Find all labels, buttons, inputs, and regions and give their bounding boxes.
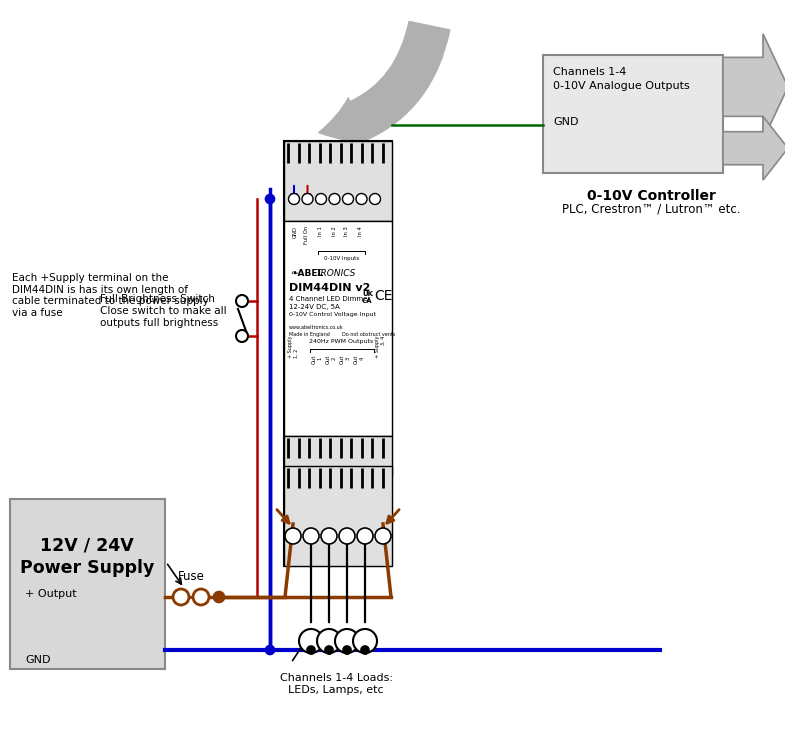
Circle shape — [302, 193, 313, 205]
Bar — [284, 436, 392, 476]
Text: GND: GND — [293, 226, 298, 238]
Circle shape — [193, 589, 209, 605]
Circle shape — [307, 646, 315, 654]
Circle shape — [339, 528, 355, 544]
Text: 0-10V Control Voltage Input: 0-10V Control Voltage Input — [289, 312, 376, 317]
Circle shape — [299, 629, 323, 653]
Text: 240Hz PWM Outputs: 240Hz PWM Outputs — [309, 339, 373, 344]
Bar — [10, 499, 165, 669]
Text: Out
2: Out 2 — [326, 354, 337, 364]
Polygon shape — [723, 34, 785, 140]
Text: Channels 1-4 Loads:
LEDs, Lamps, etc: Channels 1-4 Loads: LEDs, Lamps, etc — [279, 673, 392, 694]
Circle shape — [325, 646, 333, 654]
Circle shape — [236, 295, 248, 307]
Text: 12-24V DC, 5A: 12-24V DC, 5A — [289, 304, 340, 310]
Circle shape — [289, 193, 300, 205]
Circle shape — [236, 330, 248, 342]
Circle shape — [335, 629, 359, 653]
Text: Out
1: Out 1 — [312, 354, 323, 364]
Text: In 3: In 3 — [345, 226, 349, 236]
Circle shape — [370, 193, 381, 205]
Text: 0-10V Analogue Outputs: 0-10V Analogue Outputs — [553, 81, 690, 91]
Circle shape — [321, 528, 337, 544]
Text: 0-10V Controller: 0-10V Controller — [586, 189, 715, 203]
Text: Channels 1-4: Channels 1-4 — [553, 67, 626, 77]
Circle shape — [214, 591, 225, 602]
Text: Do not obstruct vents: Do not obstruct vents — [342, 332, 396, 337]
Circle shape — [317, 629, 341, 653]
Text: ❧ABEL: ❧ABEL — [290, 269, 323, 278]
Text: Out
4: Out 4 — [353, 354, 364, 364]
Circle shape — [265, 194, 275, 204]
Text: + Supply
3, 4: + Supply 3, 4 — [375, 336, 386, 359]
Circle shape — [357, 528, 373, 544]
Circle shape — [265, 645, 275, 654]
Circle shape — [356, 193, 367, 205]
Circle shape — [342, 193, 353, 205]
FancyArrowPatch shape — [319, 21, 450, 143]
Circle shape — [361, 646, 369, 654]
Bar — [543, 55, 723, 173]
Text: Full On: Full On — [305, 226, 309, 244]
Text: 12V / 24V: 12V / 24V — [40, 537, 134, 555]
Circle shape — [343, 646, 351, 654]
Bar — [284, 221, 392, 436]
Text: Power Supply: Power Supply — [20, 559, 154, 577]
Text: GND: GND — [553, 117, 579, 127]
Text: In 4: In 4 — [357, 226, 363, 236]
Text: 4 Channel LED Dimmer: 4 Channel LED Dimmer — [289, 296, 371, 302]
Text: Fuse: Fuse — [177, 570, 204, 583]
Bar — [284, 466, 392, 566]
Text: GND: GND — [25, 655, 50, 665]
Text: PLC, Crestron™ / Lutron™ etc.: PLC, Crestron™ / Lutron™ etc. — [562, 203, 740, 216]
Bar — [284, 141, 392, 566]
Text: www.abeltronics.co.uk: www.abeltronics.co.uk — [289, 325, 344, 330]
Circle shape — [173, 589, 189, 605]
Bar — [284, 141, 392, 221]
Polygon shape — [723, 116, 785, 180]
Circle shape — [285, 528, 301, 544]
Circle shape — [375, 528, 391, 544]
Text: + Output: + Output — [25, 589, 77, 599]
Text: Each +Supply terminal on the
DIM44DIN is has its own length of
cable terminated : Each +Supply terminal on the DIM44DIN is… — [12, 273, 209, 318]
Text: Made in England: Made in England — [289, 332, 330, 337]
Circle shape — [316, 193, 327, 205]
Text: Full Brightness Switch
Close switch to make all
outputs full brightness: Full Brightness Switch Close switch to m… — [100, 294, 227, 328]
Text: UK
CA: UK CA — [362, 291, 373, 304]
Text: + Supply
1, 2: + Supply 1, 2 — [288, 336, 299, 359]
Text: Out
3: Out 3 — [340, 354, 350, 364]
Text: In 2: In 2 — [331, 226, 337, 236]
Circle shape — [353, 629, 377, 653]
Circle shape — [303, 528, 319, 544]
Circle shape — [329, 193, 340, 205]
Text: TRONICS: TRONICS — [316, 269, 356, 278]
Text: CE: CE — [374, 289, 392, 303]
Text: DIM44DIN v2: DIM44DIN v2 — [289, 283, 371, 293]
Text: 0-10V Inputs: 0-10V Inputs — [324, 256, 359, 261]
Text: In 1: In 1 — [319, 226, 323, 236]
